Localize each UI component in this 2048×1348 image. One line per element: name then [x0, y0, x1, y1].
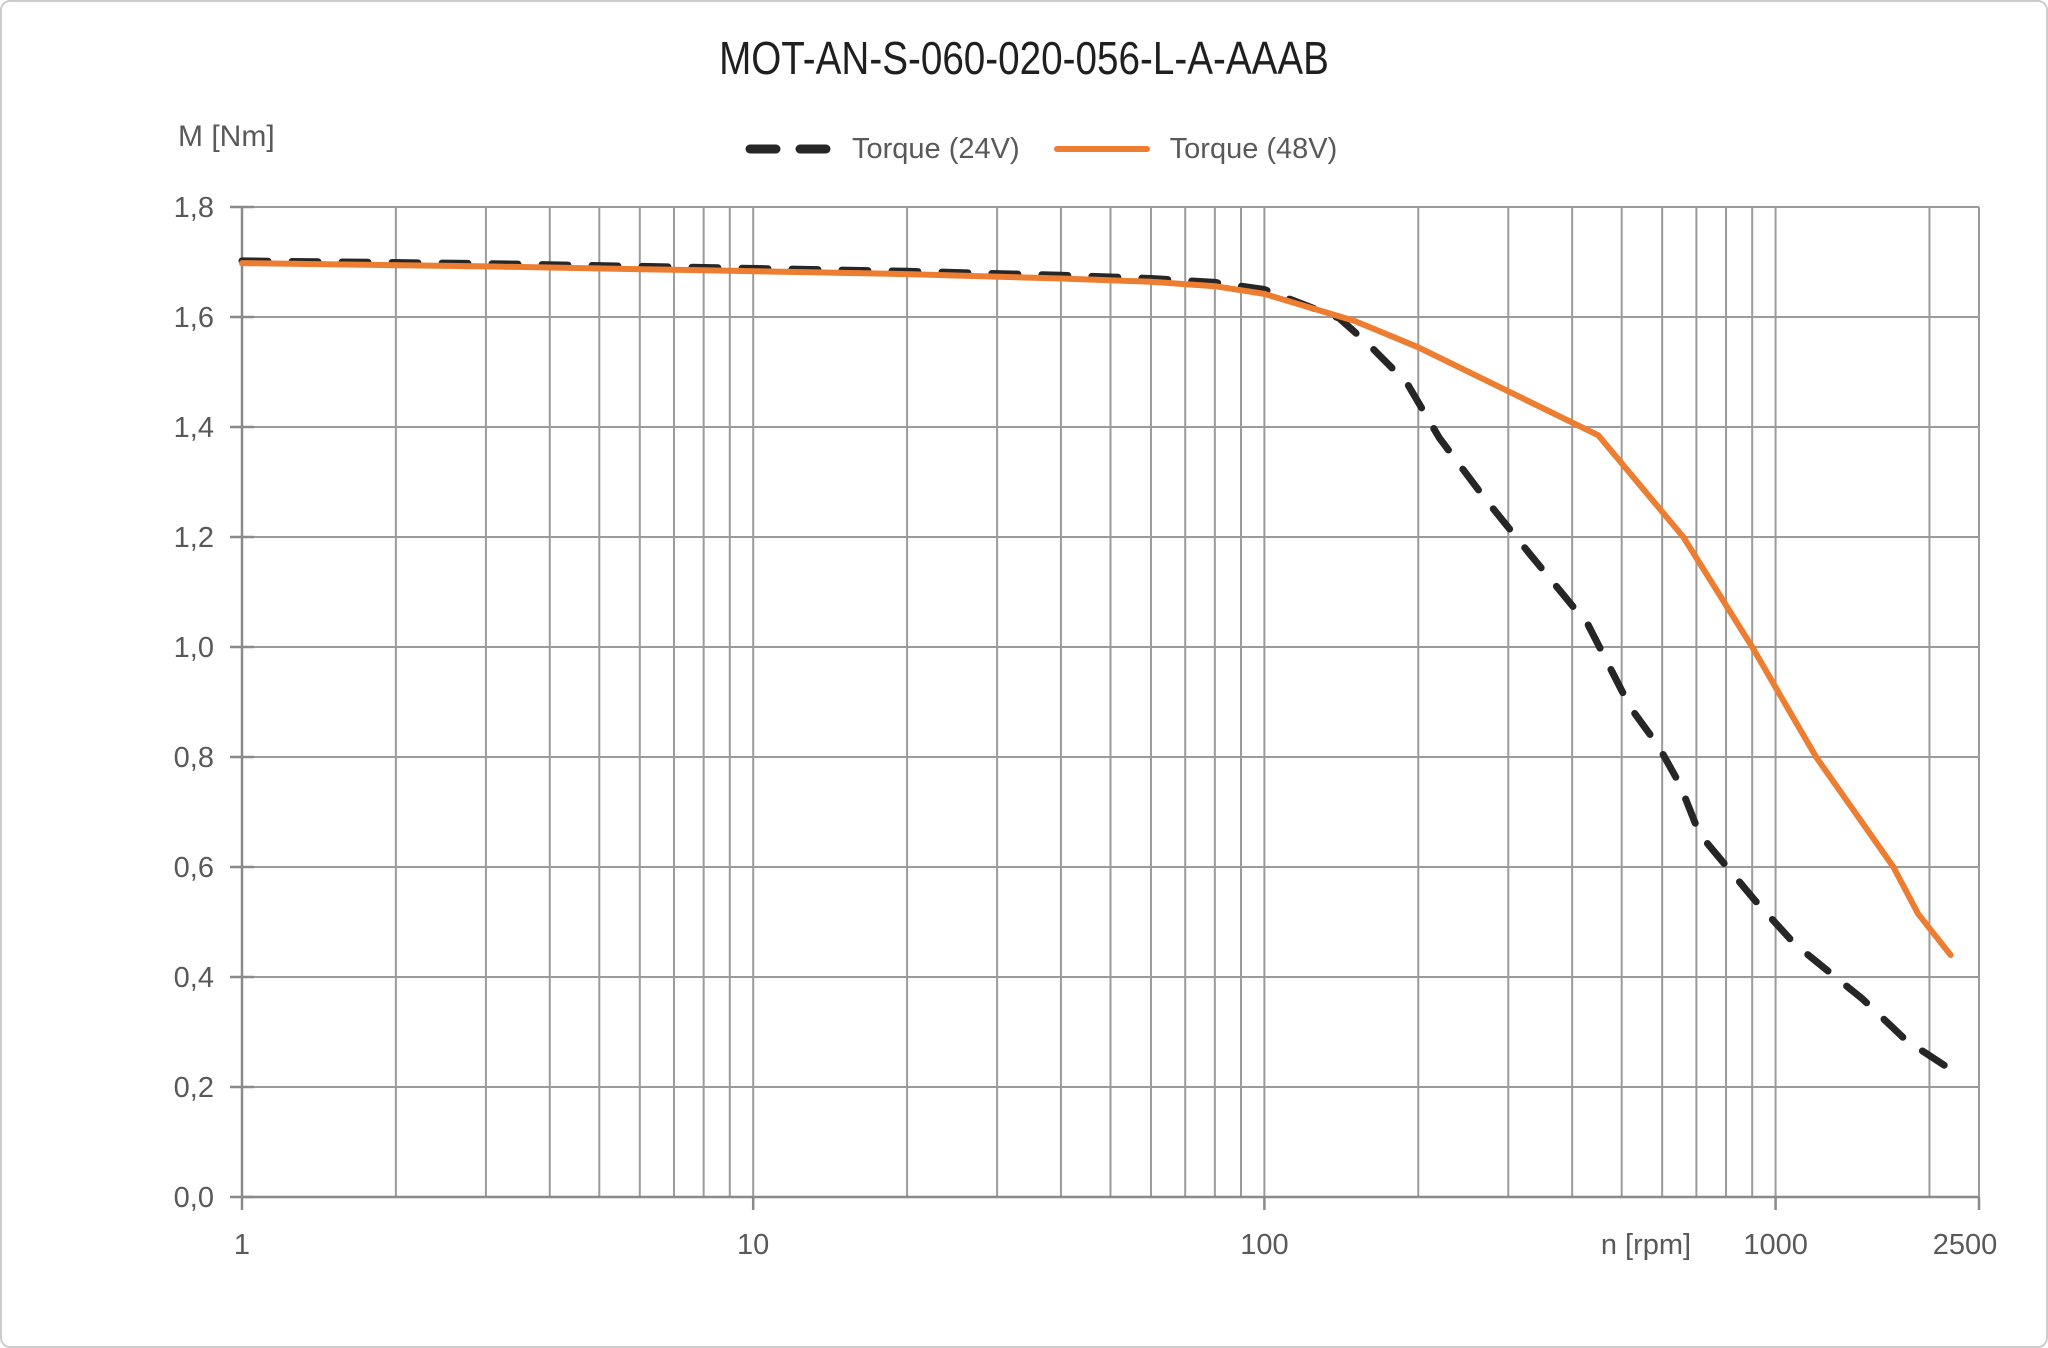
svg-text:1,6: 1,6: [174, 302, 214, 334]
axis-lines: [240, 207, 1979, 1199]
legend-item-torque-24v: Torque (24V): [744, 133, 1020, 166]
series-line-torque-24v: [238, 257, 1955, 1073]
chart-title: MOT-AN-S-060-020-056-L-A-AAAB: [719, 32, 1329, 84]
x-gridlines: [241, 207, 1980, 1197]
y-tick-labels: 0,0 0,2 0,4 0,6 0,8 1,0 1,2 1,4 1,6 1,8: [174, 192, 214, 1214]
series-line-torque-48v: [239, 260, 1954, 958]
svg-text:1,4: 1,4: [174, 412, 214, 444]
y-axis-title: M [Nm]: [178, 120, 275, 153]
legend: Torque (24V) Torque (48V): [744, 128, 1337, 170]
legend-label-torque-24v: Torque (24V): [852, 132, 1020, 165]
svg-text:0,0: 0,0: [174, 1182, 214, 1214]
svg-text:10: 10: [737, 1229, 769, 1261]
dashed-line-marker: [745, 144, 831, 154]
x-axis-title: n [rpm]: [1601, 1229, 1691, 1261]
legend-item-torque-48v: Torque (48V): [1053, 132, 1338, 166]
svg-text:0,6: 0,6: [174, 852, 214, 884]
solid-line-marker: [1053, 146, 1150, 152]
svg-text:1: 1: [234, 1229, 250, 1261]
x-tick-labels: 1 10 100 1000 2500 n [rpm]: [234, 1229, 1997, 1261]
svg-text:1,2: 1,2: [174, 522, 214, 554]
svg-text:2500: 2500: [1933, 1229, 1998, 1261]
svg-text:0,8: 0,8: [174, 742, 214, 774]
svg-text:100: 100: [1240, 1229, 1288, 1261]
svg-text:1,8: 1,8: [174, 192, 214, 224]
svg-text:1000: 1000: [1743, 1229, 1808, 1261]
svg-text:1,0: 1,0: [174, 632, 214, 664]
svg-text:0,2: 0,2: [174, 1072, 214, 1104]
legend-label-torque-48v: Torque (48V): [1169, 132, 1338, 165]
svg-text:0,4: 0,4: [174, 962, 214, 994]
y-gridlines: [242, 206, 1979, 1198]
tick-marks: [230, 205, 1981, 1210]
